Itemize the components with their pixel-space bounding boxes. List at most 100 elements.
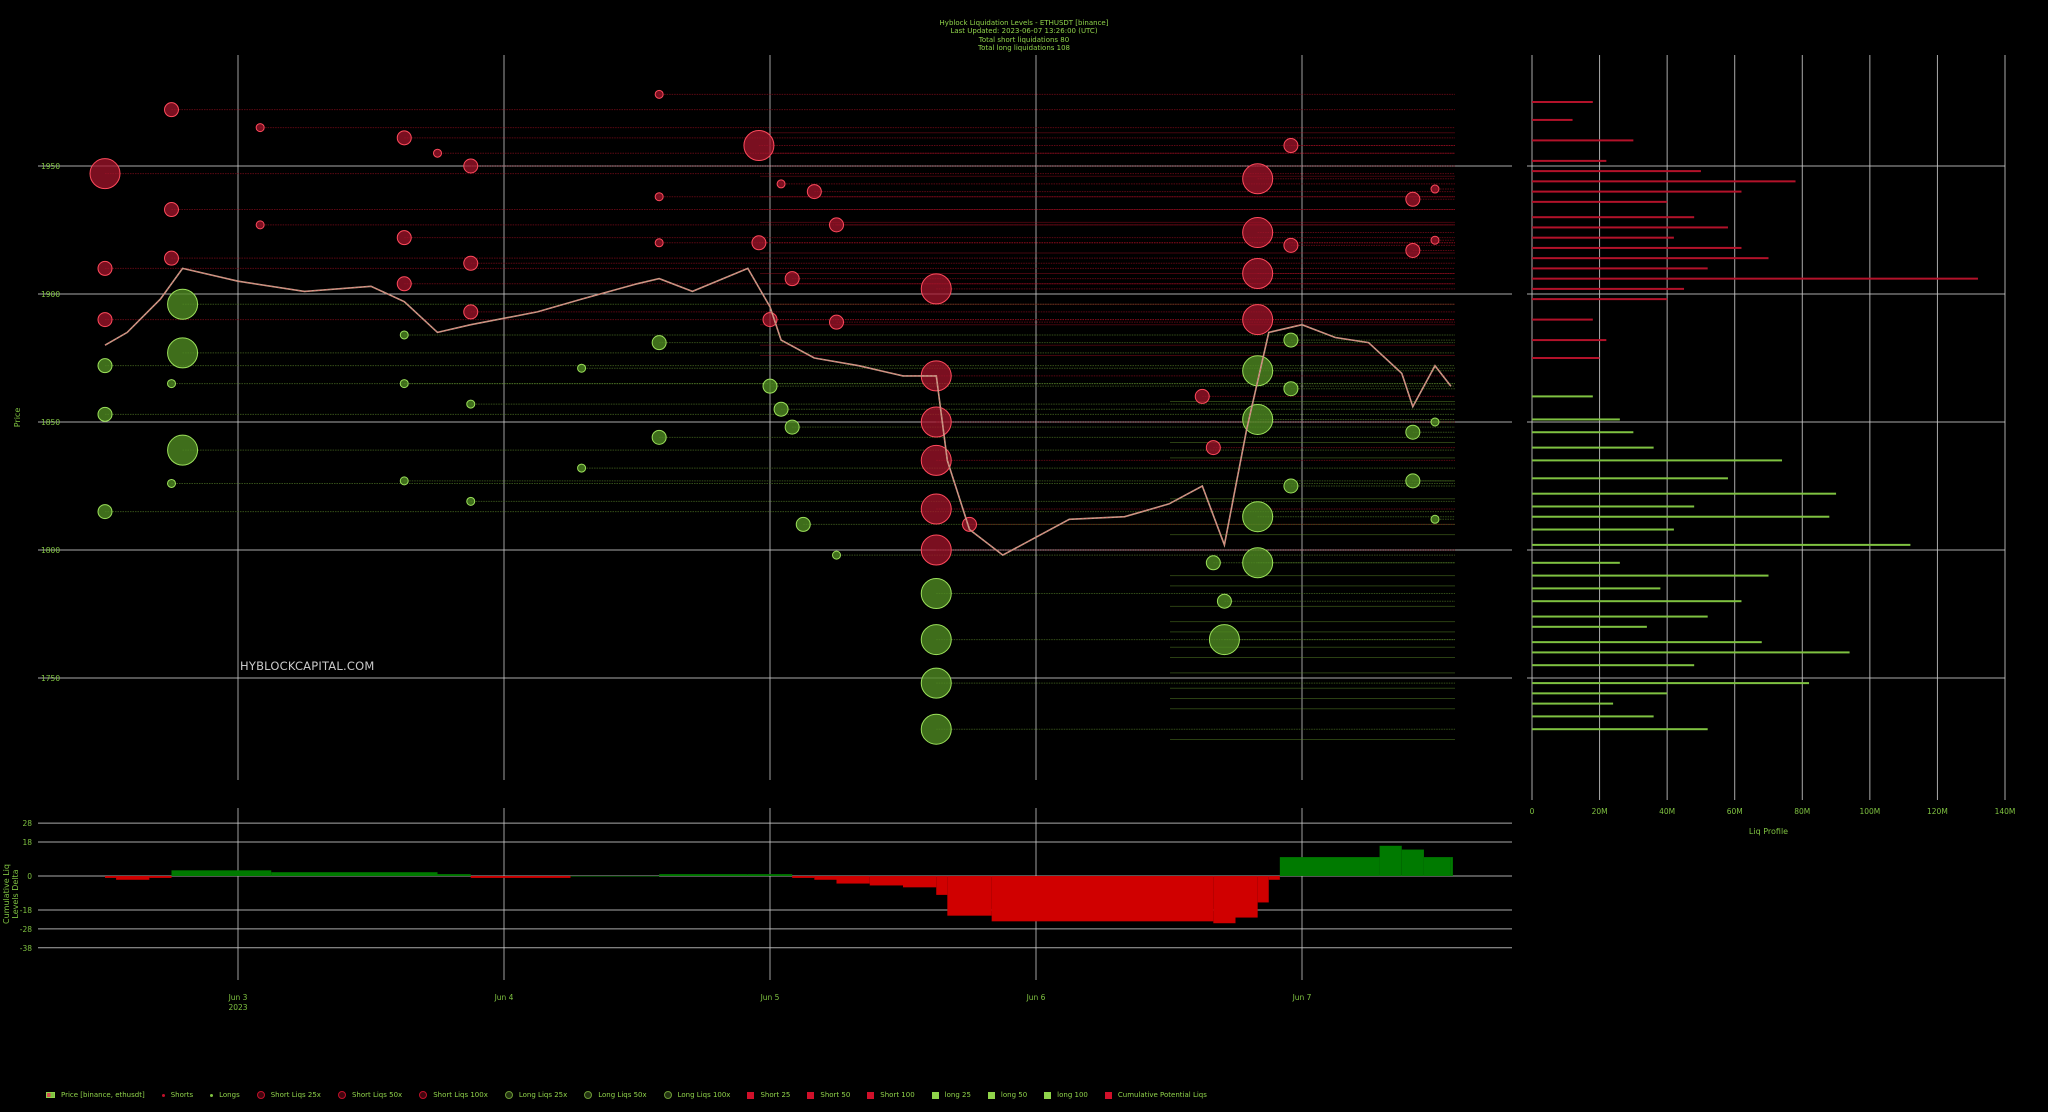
profile-long-bar [1532, 492, 1837, 495]
profile-long-bar [1532, 682, 1810, 685]
delta-step [1423, 857, 1451, 876]
profile-long-bar [1532, 395, 1593, 398]
last-updated: Last Updated: 2023-06-07 13:26:00 (UTC) [950, 27, 1098, 36]
delta-step [947, 876, 992, 916]
legend-item[interactable]: Longs [210, 1091, 240, 1099]
price-axis-label: Price [13, 408, 22, 428]
legend-item[interactable]: Long Liqs 25x [504, 1091, 567, 1099]
long-liq-bubble [1430, 514, 1440, 524]
profile-short-bar [1532, 236, 1674, 239]
delta-grid [38, 808, 1512, 980]
delta-axis: 28 18 0 -18 -28 -38 Cumulative Liq Levels Delta [2, 819, 32, 953]
delta-y-tick: 28 [22, 819, 32, 828]
long-liq-bubble [1205, 555, 1221, 571]
delta-step [271, 872, 438, 876]
long-liq-bubble [167, 288, 199, 320]
short-liq-bubble [1405, 191, 1421, 207]
profile-grid [1527, 55, 2006, 800]
total-short-liquidations: Total short liquidations 80 [978, 35, 1070, 44]
short-liq-bubble [255, 220, 265, 230]
long-liq-bubble [167, 434, 199, 466]
short-liq-bubble [829, 314, 844, 330]
short-liq-bubble [1430, 235, 1440, 245]
liquidation-bubbles [89, 89, 1440, 745]
profile-long-bar [1532, 528, 1674, 531]
legend-item[interactable]: Cumulative Potential Liqs [1104, 1091, 1207, 1099]
profile-x-tick: 140M [1995, 807, 2016, 816]
profile-long-bar [1532, 574, 1769, 577]
legend-item[interactable]: long 100 [1044, 1091, 1088, 1099]
legend-item[interactable]: long 50 [987, 1091, 1028, 1099]
legend-item[interactable]: Short Liqs 100x [419, 1091, 488, 1099]
short-liq-bubble [463, 255, 479, 271]
short-liq-bubble [463, 304, 479, 320]
legend-label: Price [binance, ethusdt] [61, 1091, 145, 1099]
profile-short-bar [1532, 357, 1600, 359]
long-liq-bubble [1405, 473, 1421, 489]
profile-long-bar [1532, 600, 1742, 603]
long-liq-bubble [1405, 424, 1421, 440]
long-liq-bubble [1283, 332, 1299, 348]
long-liq-bubble [920, 667, 952, 699]
short-liq-bubble [654, 89, 664, 99]
short-liq-bubble [743, 130, 775, 162]
delta-step [171, 870, 272, 876]
x-tick-year: 2023 [228, 1003, 247, 1012]
y-tick-label: 1800 [41, 546, 60, 555]
short-liq-bubble [1242, 258, 1274, 290]
legend-item[interactable]: Long Liqs 50x [584, 1091, 647, 1099]
short-liq-bubble [1205, 440, 1221, 456]
legend-item[interactable]: Short Liqs 25x [256, 1091, 321, 1099]
delta-step [116, 876, 150, 880]
profile-x-tick: 60M [1727, 807, 1743, 816]
delta-step [437, 874, 471, 876]
delta-step [1268, 876, 1280, 880]
delta-step [836, 876, 870, 884]
legend-item[interactable]: Long Liqs 100x [663, 1091, 731, 1099]
short-liq-bubble [1194, 388, 1210, 404]
legend-item[interactable]: Shorts [161, 1091, 193, 1099]
delta-step [869, 876, 903, 886]
legend-item[interactable]: Short Liqs 50x [337, 1091, 402, 1099]
legend-swatch [161, 1093, 165, 1097]
profile-long-bar [1532, 587, 1661, 590]
legend-swatch [931, 1091, 939, 1099]
legend-item[interactable]: Short 50 [807, 1091, 850, 1099]
chart-legend: Price [binance, ethusdt] Shorts Longs Short… [46, 1091, 1224, 1099]
y-tick-label: 1850 [41, 418, 60, 427]
legend-label: Long Liqs 100x [677, 1091, 731, 1099]
long-liq-bubble [167, 337, 199, 369]
short-liq-bubble [396, 130, 412, 146]
profile-axis-label: Liq Profile [1749, 827, 1788, 836]
long-liq-bubble [1242, 355, 1274, 387]
y-tick-label: 1950 [41, 162, 60, 171]
delta-step [1213, 876, 1236, 924]
legend-swatch [867, 1091, 875, 1099]
chart-title: Hyblock Liquidation Levels - ETHUSDT [bi… [939, 19, 1109, 27]
delta-y-tick: 0 [27, 872, 32, 881]
short-liq-bubble [654, 238, 664, 248]
delta-axis-label: Cumulative Liq [2, 864, 11, 924]
legend-item[interactable]: Price [binance, ethusdt] [46, 1091, 145, 1099]
legend-swatch [663, 1091, 672, 1099]
legend-label: long 100 [1057, 1091, 1088, 1099]
long-liq-bubble [167, 379, 176, 389]
profile-long-bar [1532, 561, 1620, 564]
profile-short-bar [1532, 339, 1607, 342]
profile-long-bar [1532, 543, 1911, 546]
legend-item[interactable]: Short 25 [747, 1091, 790, 1099]
profile-long-bar [1532, 418, 1620, 421]
profile-long-bar [1532, 651, 1850, 654]
profile-long-bar [1532, 477, 1728, 480]
profile-long-bar [1532, 459, 1783, 462]
profile-short-bar [1532, 257, 1769, 260]
long-liq-bubble [1208, 624, 1240, 656]
profile-long-bar [1532, 715, 1654, 718]
legend-item[interactable]: Short 100 [867, 1091, 915, 1099]
legend-item[interactable]: long 25 [931, 1091, 971, 1099]
delta-step [105, 876, 117, 878]
legend-label: long 50 [1000, 1091, 1028, 1099]
short-liq-bubble [463, 158, 479, 174]
short-liq-bubble [1242, 304, 1274, 336]
delta-axis-label: Levels Delta [11, 869, 20, 918]
